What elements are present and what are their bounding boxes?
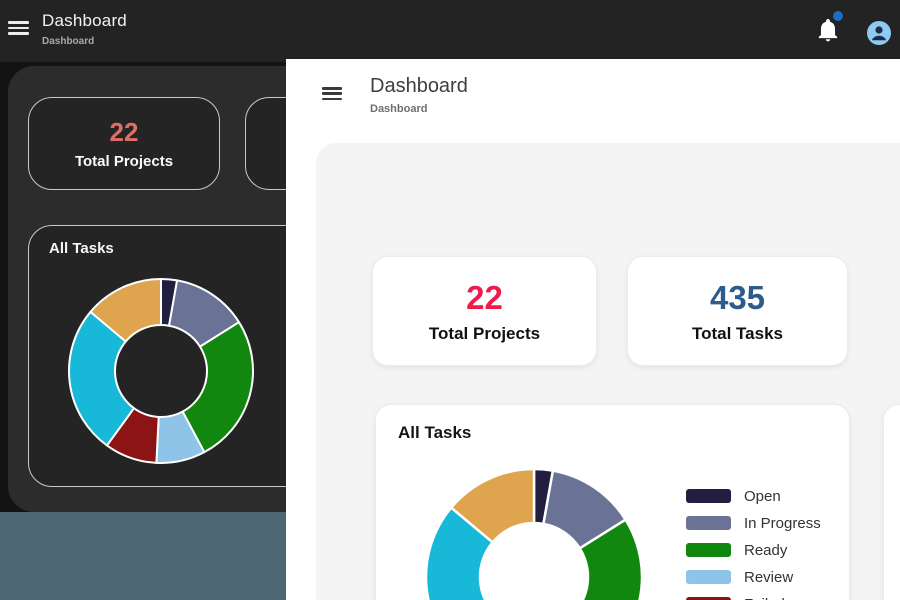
legend-item-review[interactable]: Review <box>686 569 821 586</box>
legend-item-open[interactable]: Open <box>686 488 821 505</box>
legend-item-ready[interactable]: Ready <box>686 542 821 559</box>
stat-label: Total Tasks <box>691 323 783 343</box>
page-title: Dashboard <box>42 11 127 30</box>
donut-segment-hold <box>89 278 162 343</box>
menu-hamburger-icon[interactable] <box>8 21 29 35</box>
stat-value: 22 <box>109 117 139 147</box>
donut-segment-ready <box>181 321 254 454</box>
all-tasks-donut-chart <box>424 467 644 600</box>
notifications-bell-icon[interactable] <box>815 15 841 45</box>
card-title: All Tasks <box>49 240 114 257</box>
stat-card-total-projects: 22 Total Projects <box>372 256 597 366</box>
legend-item-in-progress[interactable]: In Progress <box>686 515 821 532</box>
legend-item-failed[interactable]: Failed <box>686 596 821 600</box>
donut-segment-closed <box>68 310 135 447</box>
stat-value: 435 <box>709 278 766 316</box>
stat-label: Total Projects <box>428 323 541 343</box>
all-tasks-card: All Tasks Open In Progress Ready Review <box>375 404 850 600</box>
all-tasks-donut-chart-dark <box>68 278 254 464</box>
stat-label: Total Projects <box>74 153 174 170</box>
user-avatar-icon[interactable] <box>867 21 891 45</box>
notification-dot <box>833 11 843 21</box>
legend-swatch <box>686 543 731 557</box>
legend-swatch <box>686 489 731 503</box>
stat-card-total-projects-dark: 22 Total Projects <box>28 97 220 190</box>
legend-swatch <box>686 570 731 584</box>
top-app-bar: Dashboard Dashboard <box>0 0 900 62</box>
legend-swatch <box>686 516 731 530</box>
breadcrumb: Dashboard <box>42 36 95 47</box>
light-theme-dashboard-panel: Dashboard Dashboard 22 Total Projects 43… <box>286 59 900 600</box>
stat-value: 22 <box>466 278 503 316</box>
donut-segment-ready <box>578 518 644 600</box>
card-title: All Tasks <box>398 423 472 442</box>
donut-segment-closed <box>424 506 494 600</box>
menu-hamburger-icon-light[interactable] <box>322 87 342 100</box>
breadcrumb-light: Dashboard <box>370 103 428 115</box>
legend-swatch <box>686 597 731 600</box>
light-content-container: 22 Total Projects 435 Total Tasks All Ta… <box>316 143 900 600</box>
stat-card-total-tasks: 435 Total Tasks <box>627 256 848 366</box>
chart-legend: Open In Progress Ready Review Failed <box>686 488 821 600</box>
page-title-light: Dashboard <box>370 75 468 97</box>
donut-segment-hold <box>449 467 536 544</box>
tasks-side-card-clipped: Tas <box>883 404 900 600</box>
